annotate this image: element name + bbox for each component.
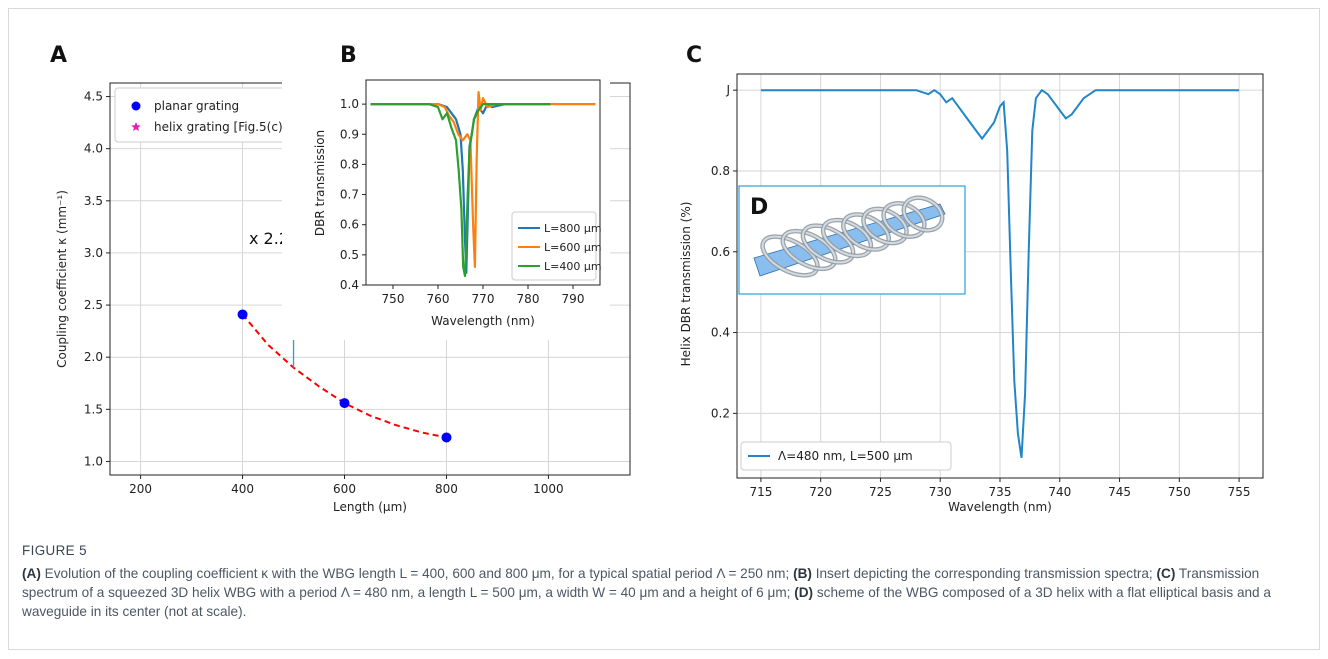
panel-label-B: B: [340, 43, 357, 68]
x-tick-label: 400: [231, 482, 254, 496]
chart-b-x-label: Wavelength (nm): [431, 314, 535, 328]
chart-b-y-ticks: 0.4 0.5 0.6 0.7 0.8 0.9 1.0: [340, 97, 366, 292]
y-tick-label: 0.4: [340, 278, 359, 292]
chart-c-series-line: [760, 88, 1240, 458]
caption-text: (A) Evolution of the coupling coefficien…: [22, 566, 1271, 619]
x-tick-label: 780: [517, 292, 540, 306]
x-tick-label: 750: [1168, 485, 1191, 499]
panel-label-D: D: [750, 195, 768, 220]
ratio-annotation: x 2.2: [249, 229, 289, 248]
legend-label-400: L=400 μm: [544, 260, 602, 273]
chart-b-series: [370, 91, 596, 278]
y-tick-label: 3.0: [84, 246, 103, 260]
legend-label-800: L=800 μm: [544, 222, 602, 235]
y-tick-label: J: [725, 83, 730, 97]
legend-label-helix: helix grating [Fig.5(c)]: [154, 120, 287, 134]
caption-panel-ref: (D): [794, 585, 814, 600]
legend-marker-helix: [131, 122, 141, 131]
caption-segment: Transmission spectrum of a squeezed 3D h…: [22, 566, 1260, 600]
y-tick-label: 4.0: [84, 142, 103, 156]
chart-c: 715 720 725 730 735 740 745 750 755 0.2 0.4 0.6 0.8…: [679, 73, 1264, 514]
y-tick-label: 0.6: [711, 245, 730, 259]
panel-label-C: C: [686, 43, 702, 68]
x-tick-label: 715: [749, 485, 772, 499]
x-tick-label: 1000: [533, 482, 564, 496]
x-tick-label: 725: [869, 485, 892, 499]
y-tick-label: 0.7: [340, 188, 359, 202]
y-tick-label: 0.8: [711, 164, 730, 178]
data-point-planar: [339, 398, 350, 409]
chart-a-y-ticks: 1.0 1.5 2.0 2.5 3.0 3.5 4.0 4.5: [84, 90, 110, 468]
legend-label-helix-spectrum: Λ=480 nm, L=500 μm: [778, 449, 913, 463]
caption-panel-ref: (A): [22, 566, 41, 581]
chart-c-x-label: Wavelength (nm): [948, 500, 1052, 514]
x-tick-label: 730: [929, 485, 952, 499]
x-tick-label: 740: [1048, 485, 1071, 499]
y-tick-label: 1.0: [340, 97, 359, 111]
chart-a-legend: planar grating helix grating [Fig.5(c)]: [114, 87, 336, 143]
fit-curve: [241, 313, 447, 439]
x-tick-label: 755: [1228, 485, 1251, 499]
panel-label-A: A: [50, 43, 67, 68]
y-tick-label: 0.9: [340, 127, 359, 141]
chart-c-x-ticks: 715 720 725 730 735 740 745 750 755: [749, 478, 1251, 499]
y-tick-label: 0.5: [340, 248, 359, 262]
figure-caption: FIGURE 5 (A) Evolution of the coupling c…: [22, 541, 1312, 621]
chart-c-legend: Λ=480 nm, L=500 μm: [740, 441, 952, 471]
y-tick-label: 1.5: [84, 402, 103, 416]
y-tick-label: 0.6: [340, 218, 359, 232]
x-tick-label: 750: [382, 292, 405, 306]
chart-a-x-label: Length (μm): [333, 500, 407, 514]
chart-b-y-label: DBR transmission: [313, 130, 327, 236]
x-tick-label: 790: [562, 292, 585, 306]
helix-scheme-inset: D: [738, 185, 966, 295]
helix-turn-highlight: [902, 196, 944, 232]
figure-label: FIGURE 5: [22, 543, 87, 558]
data-point-planar: [441, 432, 452, 443]
legend-label-planar: planar grating: [154, 99, 239, 113]
legend-label-600: L=600 μm: [544, 241, 602, 254]
data-point-planar: [237, 309, 248, 320]
y-tick-label: 0.2: [711, 406, 730, 420]
x-tick-label: 720: [809, 485, 832, 499]
chart-b-legend: L=800 μm L=600 μm L=400 μm: [511, 211, 602, 281]
y-tick-label: 0.8: [340, 157, 359, 171]
x-tick-label: 760: [427, 292, 450, 306]
x-tick-label: 200: [129, 482, 152, 496]
caption-panel-ref: (C): [1156, 566, 1176, 581]
legend-marker-planar: [131, 101, 141, 111]
x-tick-label: 735: [989, 485, 1012, 499]
chart-b: 750 760 770 780 790 0.4 0.5 0.6 0.7 0.8 0.9 1.0 Wa…: [282, 72, 610, 340]
x-tick-label: 800: [435, 482, 458, 496]
y-tick-label: 0.4: [711, 326, 730, 340]
caption-panel-ref: (B): [793, 566, 812, 581]
series-line-2: [370, 103, 551, 278]
figure-frame: [8, 8, 1320, 650]
x-tick-label: 770: [472, 292, 495, 306]
figure-canvas: A B C 200 400 600 800 1000 1.0 1.5 2.0 2.5 3.0 3.…: [50, 43, 1264, 514]
caption-segment: Evolution of the coupling coefficient κ …: [40, 566, 794, 581]
chart-b-x-ticks: 750 760 770 780 790: [382, 285, 585, 306]
y-tick-label: 1.0: [84, 454, 103, 468]
caption-segment: Insert depicting the corresponding trans…: [811, 566, 1157, 581]
chart-c-y-ticks: 0.2 0.4 0.6 0.8 J: [711, 83, 737, 420]
helix-coil: [760, 195, 945, 278]
caption-segment: scheme of the WBG composed of a 3D helix…: [22, 585, 1271, 619]
x-tick-label: 600: [333, 482, 356, 496]
x-tick-label: 745: [1108, 485, 1131, 499]
y-tick-label: 2.0: [84, 350, 103, 364]
y-tick-label: 2.5: [84, 298, 103, 312]
chart-c-y-label: Helix DBR transmission (%): [679, 202, 693, 367]
y-tick-label: 3.5: [84, 194, 103, 208]
chart-a-y-label: Coupling coefficient κ (mm⁻¹): [55, 190, 69, 368]
chart-a-x-ticks: 200 400 600 800 1000: [129, 475, 564, 496]
helix-scheme-illustration: [753, 195, 946, 278]
y-tick-label: 4.5: [84, 90, 103, 104]
